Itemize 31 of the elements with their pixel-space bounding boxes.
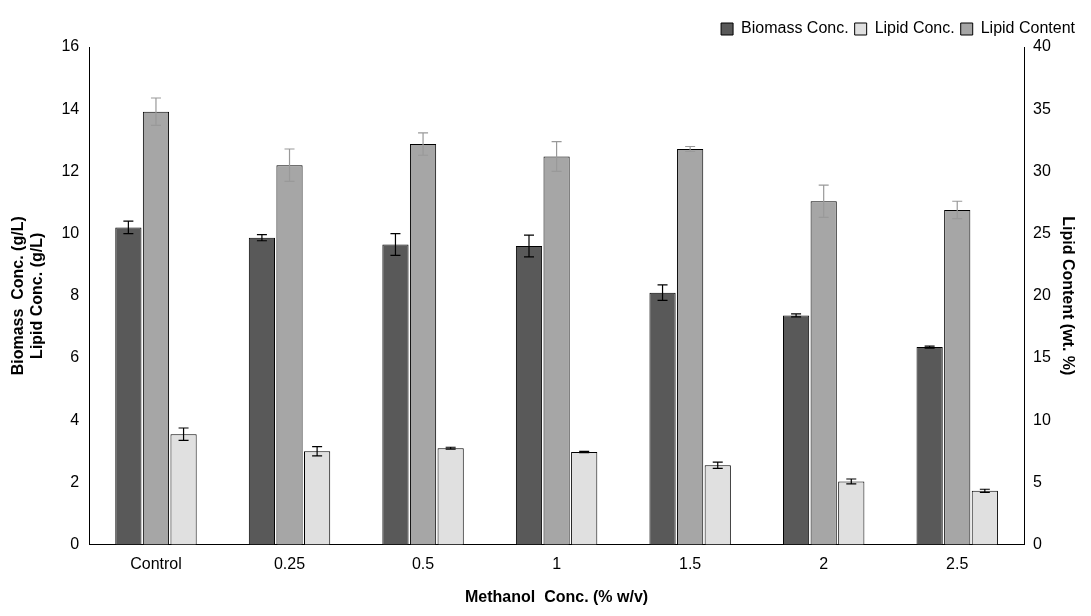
y-tick-label: 6 [70, 348, 80, 366]
y-tick-label: 0 [70, 535, 80, 553]
y2-tick-label: 25 [1033, 224, 1051, 242]
y2-tick-label: 20 [1033, 286, 1051, 304]
y-tick-label: 12 [61, 161, 80, 179]
y-tick-label: 8 [70, 286, 80, 304]
x-tick-label: 0.25 [273, 554, 306, 572]
y2-tick-label: 40 [1033, 37, 1051, 55]
legend-label: Lipid Conc. [874, 19, 955, 37]
y-tick-label: 16 [61, 37, 80, 55]
y2-tick-label: 0 [1033, 535, 1042, 553]
x-tick-label: 0.5 [411, 554, 435, 572]
x-tick-label: 2.5 [946, 554, 969, 572]
y-tick-label: 14 [61, 99, 80, 117]
y-axis-title: Biomass Conc. (g/L) Lipid Conc. (g/L) [9, 216, 46, 376]
x-axis-title: Methanol Conc. (% w/v) [465, 587, 649, 605]
y2-tick-label: 35 [1033, 99, 1051, 117]
y2-tick-label: 5 [1033, 472, 1042, 490]
y-tick-label: 10 [61, 224, 80, 242]
x-tick-label: 1.5 [679, 554, 702, 572]
x-tick-label: 2 [819, 554, 829, 572]
legend-label: Lipid Content [980, 19, 1076, 37]
y2-tick-label: 10 [1033, 410, 1051, 428]
y2-tick-label: 30 [1033, 161, 1051, 179]
x-tick-label: Control [130, 554, 182, 572]
y-tick-label: 4 [70, 410, 80, 428]
y-tick-label: 2 [70, 472, 80, 490]
y2-axis-title: Lipid Content (wt. %) [1059, 216, 1077, 376]
x-tick-label: 1 [552, 554, 562, 572]
y2-tick-label: 15 [1033, 348, 1051, 366]
legend-label: Biomass Conc. [741, 19, 849, 37]
